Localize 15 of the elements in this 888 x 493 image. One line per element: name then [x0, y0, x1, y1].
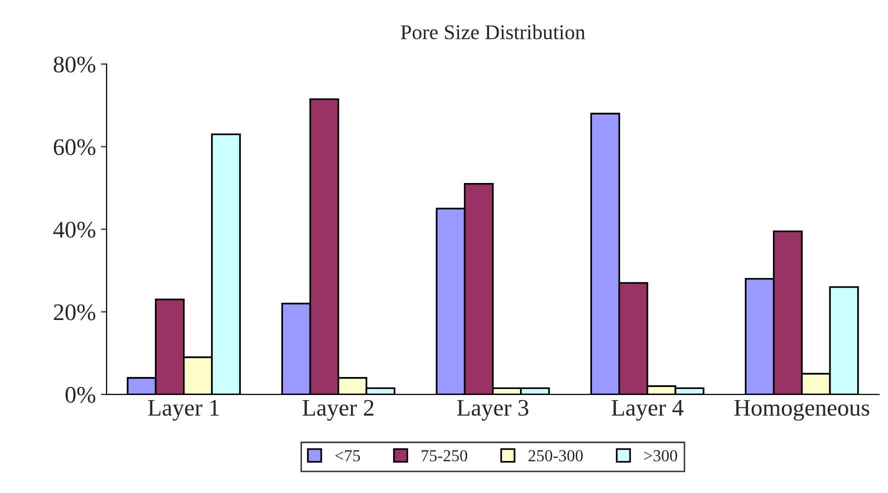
legend-label: <75: [335, 450, 360, 462]
y-tick-label: 0%: [66, 386, 96, 403]
x-tick-label: Homogeneous: [734, 400, 870, 421]
legend-label: >300: [644, 450, 678, 462]
y-tick-label: 80%: [54, 56, 96, 73]
y-tick-label: 60%: [54, 139, 96, 156]
y-tick-label: 40%: [53, 222, 96, 238]
x-tick-label: Layer 3: [457, 400, 528, 421]
x-tick-label: Layer 1: [148, 400, 219, 421]
legend-label: 75-250: [422, 450, 468, 462]
x-tick-label: Layer 2: [302, 400, 374, 421]
legend-label: 250-300: [528, 450, 583, 462]
y-tick-label: 20%: [54, 304, 96, 320]
x-tick-label: Layer 4: [612, 400, 684, 421]
chart-title: Pore Size Distribution: [400, 24, 586, 40]
